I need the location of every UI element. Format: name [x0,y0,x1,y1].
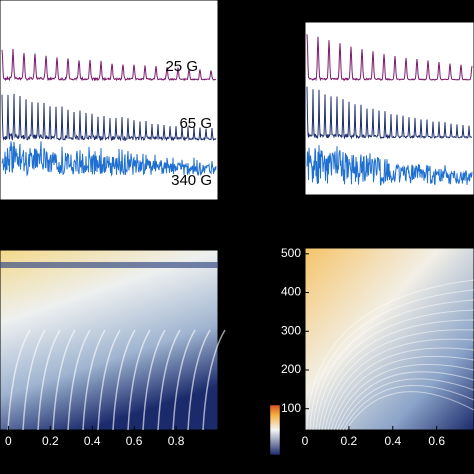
fringe [336,371,474,431]
fringe [312,299,474,431]
panel-a [0,0,219,201]
panel-c [0,249,219,431]
annotation: 340 G [171,172,212,189]
trace [306,34,473,82]
annotation: 65 G [179,115,212,132]
fringe [324,338,474,431]
fringe [67,329,91,431]
x-tick-label: 0.4 [84,434,101,448]
trace [1,48,217,82]
y-tick-label: 200 [281,362,301,376]
fringe [345,391,474,431]
x-tick-label: 0 [302,434,309,448]
trace [1,141,217,177]
y-tick-label: 300 [281,323,301,337]
x-tick-label: 0.8 [168,434,185,448]
x-tick-label: 0.4 [384,434,401,448]
fringe [342,385,474,431]
y-tick-label: 100 [281,401,301,415]
fringe [97,329,121,431]
fringe [142,329,166,431]
fringe [202,329,226,431]
fringe [187,329,211,431]
fringe [306,279,474,431]
trace [306,145,473,186]
y-tick-label: 400 [281,285,301,299]
band [0,262,218,268]
x-tick-label: 0.6 [428,434,445,448]
fringe [327,347,474,431]
fringe [52,329,76,431]
fringe [318,319,474,431]
x-tick-label: 0.6 [126,434,143,448]
fringe [7,329,31,431]
colorbar [269,404,281,456]
fringe [172,329,196,431]
fringe [37,329,61,431]
fringe [339,378,474,431]
x-tick-label: 0.2 [42,434,59,448]
fringe [157,329,181,431]
annotation: 25 G [165,58,198,75]
trace [306,86,473,140]
x-tick-label: 0.2 [341,434,358,448]
trace [1,93,217,142]
fringe [112,329,136,431]
fringe [330,355,474,431]
fringe [321,329,474,431]
fringe [22,329,46,431]
fringe [333,363,474,431]
decoration [1,34,474,431]
fringe [127,329,151,431]
y-tick-label: 500 [281,246,301,260]
fringe [82,329,106,431]
fringe [309,289,474,431]
fringe [315,309,474,431]
x-tick-label: 0 [5,434,12,448]
